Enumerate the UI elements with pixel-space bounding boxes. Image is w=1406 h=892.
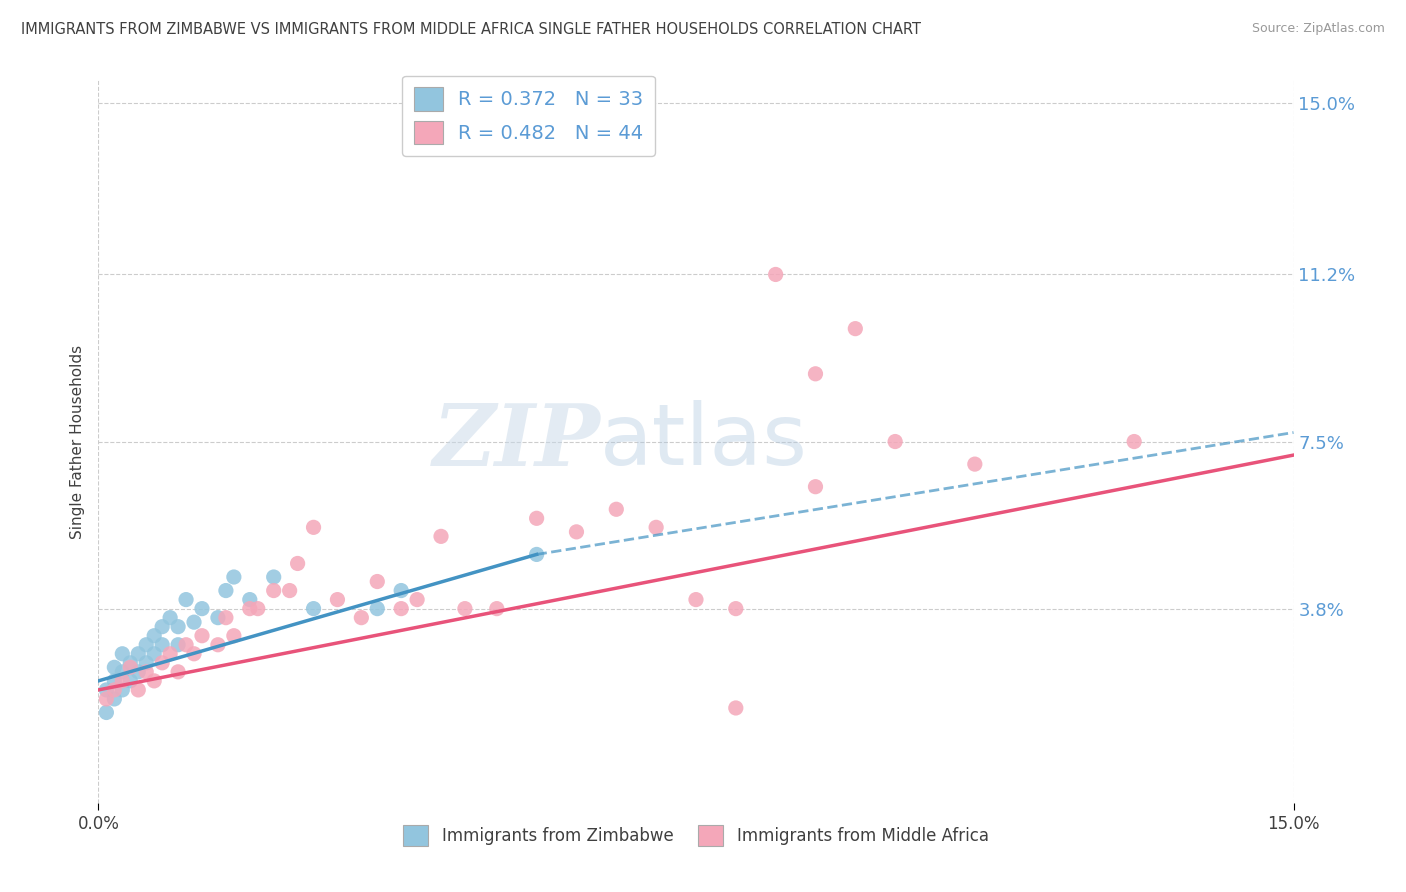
- Point: [103, 673, 125, 688]
- Point: [263, 570, 285, 584]
- Text: Source: ZipAtlas.com: Source: ZipAtlas.com: [1251, 22, 1385, 36]
- Point: [127, 665, 149, 679]
- Point: [111, 665, 134, 679]
- Point: [135, 665, 157, 679]
- Point: [222, 570, 245, 584]
- Point: [222, 629, 245, 643]
- Point: [645, 520, 668, 534]
- Point: [135, 638, 157, 652]
- Point: [111, 647, 134, 661]
- Point: [96, 692, 118, 706]
- Point: [366, 574, 388, 589]
- Point: [143, 629, 166, 643]
- Point: [526, 511, 548, 525]
- Point: [724, 601, 747, 615]
- Point: [96, 706, 118, 720]
- Point: [350, 610, 373, 624]
- Point: [143, 647, 166, 661]
- Y-axis label: Single Father Households: Single Father Households: [69, 344, 84, 539]
- Point: [111, 682, 134, 697]
- Point: [96, 682, 118, 697]
- Point: [127, 682, 149, 697]
- Point: [120, 673, 142, 688]
- Point: [191, 629, 214, 643]
- Point: [103, 660, 125, 674]
- Point: [167, 620, 190, 634]
- Point: [111, 673, 134, 688]
- Point: [159, 647, 181, 661]
- Point: [302, 601, 325, 615]
- Point: [246, 601, 269, 615]
- Text: atlas: atlas: [600, 400, 808, 483]
- Point: [804, 480, 827, 494]
- Point: [127, 647, 149, 661]
- Point: [804, 367, 827, 381]
- Point: [150, 620, 173, 634]
- Point: [159, 610, 181, 624]
- Point: [120, 660, 142, 674]
- Point: [454, 601, 477, 615]
- Point: [884, 434, 907, 449]
- Point: [150, 638, 173, 652]
- Point: [103, 692, 125, 706]
- Point: [215, 583, 238, 598]
- Point: [844, 321, 866, 335]
- Point: [765, 268, 787, 282]
- Point: [278, 583, 301, 598]
- Point: [263, 583, 285, 598]
- Point: [183, 647, 205, 661]
- Point: [135, 656, 157, 670]
- Point: [167, 665, 190, 679]
- Point: [207, 610, 229, 624]
- Legend: Immigrants from Zimbabwe, Immigrants from Middle Africa: Immigrants from Zimbabwe, Immigrants fro…: [396, 819, 995, 852]
- Point: [389, 601, 412, 615]
- Point: [406, 592, 429, 607]
- Text: IMMIGRANTS FROM ZIMBABWE VS IMMIGRANTS FROM MIDDLE AFRICA SINGLE FATHER HOUSEHOL: IMMIGRANTS FROM ZIMBABWE VS IMMIGRANTS F…: [21, 22, 921, 37]
- Point: [183, 615, 205, 630]
- Point: [485, 601, 508, 615]
- Point: [287, 557, 309, 571]
- Point: [143, 673, 166, 688]
- Point: [150, 656, 173, 670]
- Point: [1123, 434, 1146, 449]
- Point: [366, 601, 388, 615]
- Point: [120, 656, 142, 670]
- Point: [174, 592, 197, 607]
- Point: [207, 638, 229, 652]
- Point: [215, 610, 238, 624]
- Point: [685, 592, 707, 607]
- Point: [191, 601, 214, 615]
- Point: [174, 638, 197, 652]
- Point: [167, 638, 190, 652]
- Point: [239, 592, 262, 607]
- Point: [302, 520, 325, 534]
- Point: [103, 682, 125, 697]
- Point: [724, 701, 747, 715]
- Point: [963, 457, 986, 471]
- Point: [565, 524, 588, 539]
- Point: [239, 601, 262, 615]
- Point: [526, 548, 548, 562]
- Point: [605, 502, 627, 516]
- Point: [430, 529, 453, 543]
- Point: [326, 592, 349, 607]
- Point: [389, 583, 412, 598]
- Text: ZIP: ZIP: [433, 400, 600, 483]
